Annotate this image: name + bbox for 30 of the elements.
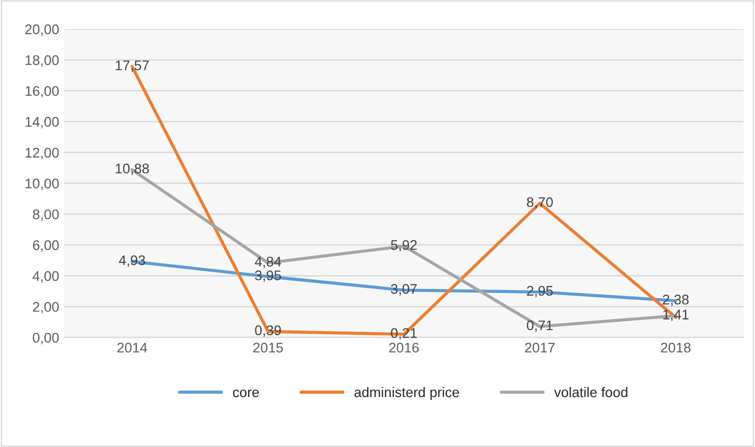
y-tick-label: 4,00: [32, 271, 59, 283]
data-label: 1,41: [663, 310, 689, 322]
y-tick-label: 16,00: [26, 86, 59, 98]
data-label: 4,93: [118, 255, 146, 267]
data-label: 2,95: [527, 286, 553, 298]
y-tick-label: 10,00: [26, 178, 59, 190]
data-label: 10,88: [116, 164, 149, 176]
data-label: 5,92: [390, 240, 417, 252]
y-tick-label: 12,00: [26, 148, 59, 160]
x-tick-label: 2016: [389, 342, 419, 353]
y-tick-label: 14,00: [26, 116, 59, 128]
y-tick-label: 2,00: [32, 302, 59, 314]
y-tick-label: 6,00: [32, 240, 59, 252]
x-tick-label: 2017: [525, 342, 555, 353]
data-label: 17,57: [116, 60, 149, 72]
y-tick-label: 8,00: [32, 209, 59, 221]
legend-label: administerd price: [354, 386, 460, 400]
data-label: 4,84: [254, 256, 282, 268]
y-tick-label: 0,00: [32, 332, 59, 344]
data-label: 8,70: [526, 197, 553, 209]
legend-label: volatile food: [554, 386, 628, 398]
x-tick-label: 2015: [253, 342, 283, 353]
legend-label: core: [233, 390, 259, 398]
data-label: 0,71: [526, 320, 553, 332]
x-tick-label: 2018: [660, 342, 691, 353]
y-tick-label: 20,00: [25, 24, 59, 36]
x-tick-label: 2014: [117, 342, 148, 353]
y-tick-label: 18,00: [26, 55, 59, 67]
data-label: 2,38: [662, 294, 689, 306]
data-label: 3,07: [390, 284, 417, 296]
